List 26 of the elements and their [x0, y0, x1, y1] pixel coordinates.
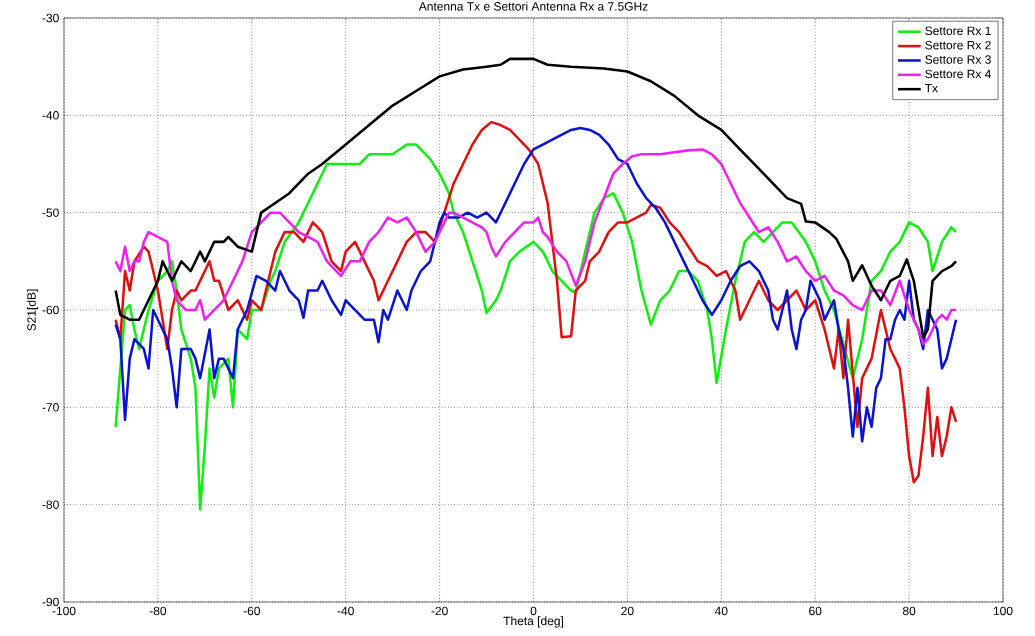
x-tick-label: -100	[52, 606, 76, 616]
y-tick-label: -40	[42, 111, 59, 120]
chart-title: Antenna Tx e Settori Antenna Rx a 7.5GHz	[418, 1, 648, 11]
x-tick-label: 20	[621, 606, 634, 616]
y-tick-label: -70	[42, 403, 59, 412]
x-axis-title: Theta [deg]	[503, 616, 563, 628]
x-tick-label: 40	[714, 606, 728, 616]
legend-label: Settore Rx 4	[925, 69, 991, 79]
x-tick-label: -80	[149, 606, 167, 616]
x-tick-label: 60	[809, 606, 822, 616]
x-tick-label: -20	[431, 606, 448, 616]
y-tick-label: -90	[42, 597, 59, 607]
x-tick-label: -60	[243, 606, 261, 616]
x-tick-label: 100	[993, 606, 1013, 616]
legend-label: Settore Rx 1	[925, 26, 991, 36]
y-tick-label: -80	[42, 500, 59, 509]
x-tick-label: 80	[902, 606, 916, 616]
y-tick-label: -30	[42, 13, 59, 23]
y-tick-label: -60	[42, 305, 59, 315]
legend-label: Settore Rx 2	[925, 40, 991, 50]
y-axis-title: S21[dB]	[26, 289, 39, 331]
x-tick-label: 0	[530, 606, 537, 616]
legend-label: Tx	[924, 84, 938, 93]
legend-label: Settore Rx 3	[925, 55, 991, 64]
y-tick-label: -50	[42, 208, 59, 217]
x-tick-label: -40	[337, 606, 354, 616]
